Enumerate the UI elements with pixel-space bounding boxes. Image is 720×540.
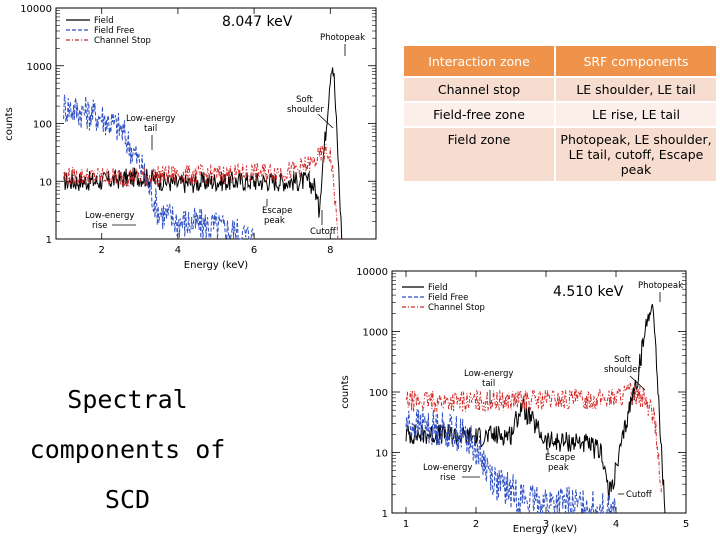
- chart1-ann-soft: Soft: [296, 95, 313, 105]
- y-tick-label: 100: [369, 388, 388, 399]
- chart1-ann-le-tail-2: tail: [144, 124, 157, 134]
- table-cell-zone: Field-free zone: [404, 101, 556, 127]
- chart2-axes: 1 2 3 4 5 1 10 100 1000 10000: [356, 267, 689, 530]
- legend2-field-free-label: Field Free: [428, 293, 468, 303]
- slide-title: Spectral components of SCD: [20, 375, 235, 525]
- chart2-legend: Field Field Free Channel Stop: [402, 283, 485, 313]
- legend-channel-stop-label: Channel Stop: [94, 36, 151, 46]
- chart1-ann-le-rise-1: Low-energy: [85, 211, 134, 221]
- series-channel-stop-line: [63, 144, 339, 240]
- x-tick-label: 4: [613, 519, 619, 530]
- series-field-line: [405, 304, 666, 514]
- chart1-ann-le-rise-2: rise: [92, 221, 108, 231]
- table-header-row: Interaction zone SRF components: [404, 46, 718, 77]
- series-field-free-line: [405, 408, 617, 515]
- chart1-ann-shoulder: shoulder: [287, 105, 324, 115]
- chart2-title: 4.510 keV: [553, 284, 624, 300]
- y-tick-label: 10000: [20, 4, 52, 15]
- chart1-legend: Field Field Free Channel Stop: [66, 16, 151, 46]
- chart2-ann-soft: Soft: [614, 355, 631, 365]
- chart1-ann-escape-2: peak: [264, 216, 285, 226]
- slide-title-line-3: SCD: [104, 485, 151, 514]
- chart1-ann-le-tail-1: Low-energy: [126, 114, 175, 124]
- chart1-xlabel: Energy (keV): [184, 260, 249, 271]
- y-tick-label: 100: [33, 120, 52, 131]
- series-field-free-line: [63, 94, 255, 240]
- table-header-zone: Interaction zone: [404, 46, 556, 77]
- x-tick-label: 1: [403, 519, 409, 530]
- table-cell-components: LE rise, LE tail: [555, 101, 718, 127]
- chart2-ann-photopeak: Photopeak: [638, 281, 683, 291]
- chart2-ann-escape-2: peak: [548, 463, 569, 473]
- table-row: Field zone Photopeak, LE shoulder, LE ta…: [404, 126, 718, 181]
- legend-field-label: Field: [94, 16, 114, 26]
- chart1-ann-cutoff: Cutoff: [310, 227, 337, 237]
- chart2-ann-shoulder: shoulder: [604, 365, 641, 375]
- y-tick-label: 10: [39, 177, 52, 188]
- x-tick-label: 8: [327, 245, 333, 256]
- chart2-series: [405, 304, 666, 515]
- chart2-ann-le-tail-2: tail: [482, 379, 495, 389]
- chart2-ann-le-rise-1: Low-energy: [423, 463, 472, 473]
- interaction-zone-table: Interaction zone SRF components Channel …: [404, 46, 718, 181]
- legend2-field-label: Field: [428, 283, 448, 293]
- table-row: Field-free zone LE rise, LE tail: [404, 101, 718, 127]
- chart1-title: 8.047 keV: [222, 14, 293, 30]
- chart2-ann-le-rise-2: rise: [440, 473, 456, 483]
- x-tick-label: 3: [543, 519, 549, 530]
- legend2-channel-stop-label: Channel Stop: [428, 303, 485, 313]
- series-channel-stop-line: [405, 382, 662, 495]
- table-row: Channel stop LE shoulder, LE tail: [404, 76, 718, 102]
- x-tick-label: 4: [175, 245, 181, 256]
- chart1-ann-photopeak: Photopeak: [320, 33, 365, 43]
- chart1-ann-shoulder-arrow: [317, 113, 334, 129]
- x-tick-label: 5: [683, 519, 689, 530]
- legend-field-free-label: Field Free: [94, 26, 134, 36]
- chart2-ann-shoulder-arrow: [629, 375, 646, 391]
- table-cell-components: LE shoulder, LE tail: [555, 76, 718, 102]
- y-tick-label: 10000: [356, 267, 388, 278]
- chart1-ylabel: counts: [4, 107, 15, 140]
- chart2-xlabel: Energy (keV): [513, 524, 578, 535]
- y-tick-label: 1000: [27, 62, 52, 73]
- slide-title-line-1: Spectral: [67, 385, 188, 414]
- y-tick-label: 1: [46, 235, 52, 246]
- chart2-ylabel: counts: [340, 375, 351, 408]
- chart1-ann-escape-1: Escape: [262, 206, 292, 216]
- y-tick-label: 10: [375, 449, 388, 460]
- y-tick-label: 1: [382, 509, 388, 520]
- chart1-axes: 2 4 6 8 1 10 100 1000 10000: [20, 4, 376, 256]
- table-cell-zone: Channel stop: [404, 76, 556, 102]
- slide-title-line-2: components of: [29, 435, 226, 464]
- table-cell-zone: Field zone: [404, 126, 556, 181]
- chart2-ann-cutoff: Cutoff: [626, 490, 653, 500]
- chart2-ann-le-tail-1: Low-energy: [464, 369, 513, 379]
- chart2-ann-escape-1: Escape: [545, 453, 575, 463]
- table-cell-components: Photopeak, LE shoulder, LE tail, cutoff,…: [555, 126, 718, 181]
- table-header-components: SRF components: [555, 46, 718, 77]
- x-tick-label: 2: [99, 245, 105, 256]
- x-tick-label: 6: [251, 245, 257, 256]
- y-tick-label: 1000: [363, 328, 388, 339]
- chart1-series: [63, 67, 343, 240]
- x-tick-label: 2: [473, 519, 479, 530]
